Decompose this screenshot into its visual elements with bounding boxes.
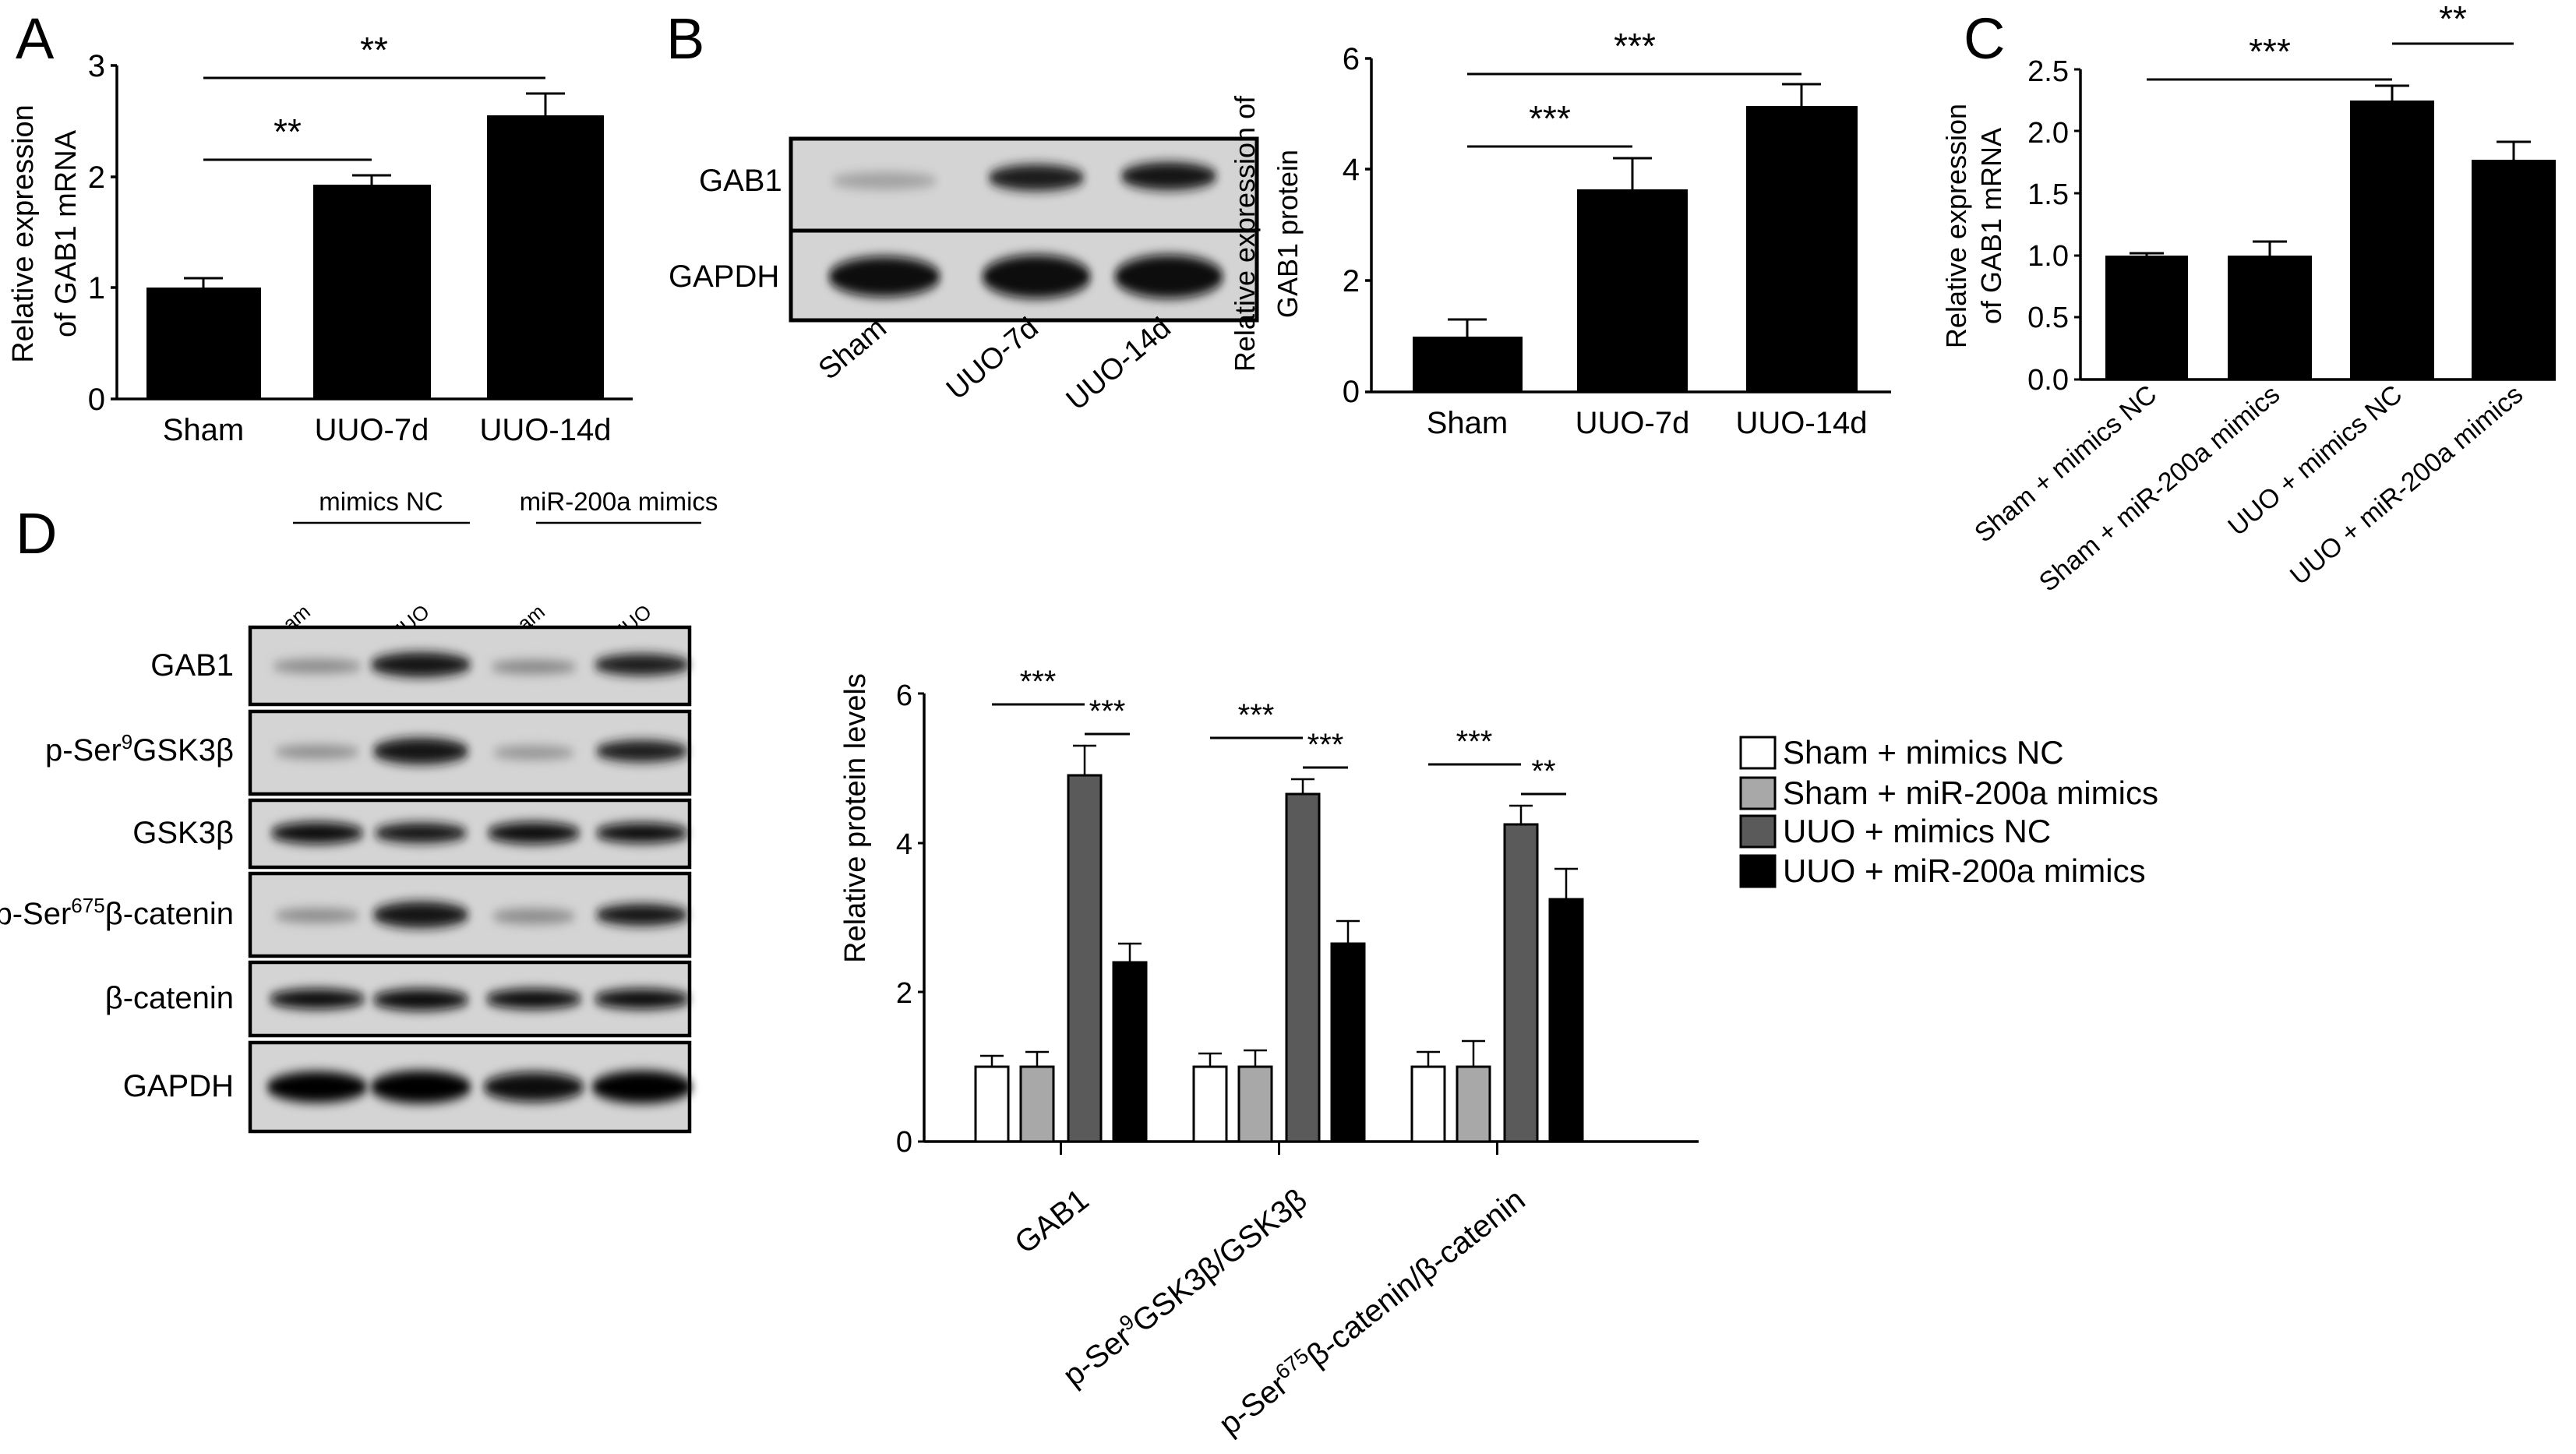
svg-text:B: B [666,6,704,71]
svg-text:GAB1 protein: GAB1 protein [1272,150,1304,318]
svg-text:Relative expression: Relative expression [7,104,40,363]
svg-text:***: *** [2249,31,2291,72]
svg-text:***: *** [1529,98,1571,139]
svg-text:p-Ser675β-catenin: p-Ser675β-catenin [0,894,234,931]
svg-text:**: ** [273,111,302,152]
svg-text:**: ** [1531,754,1555,789]
svg-text:***: *** [1614,26,1656,66]
svg-text:Sham: Sham [1427,406,1509,440]
svg-text:p-Ser9GSK3β: p-Ser9GSK3β [45,730,234,768]
svg-text:2: 2 [88,161,105,195]
svg-text:2: 2 [896,977,912,1010]
svg-text:UUO-14d: UUO-14d [480,413,612,447]
svg-text:UUO-14d: UUO-14d [1736,406,1868,440]
svg-text:GAPDH: GAPDH [669,259,779,294]
svg-text:A: A [16,6,55,71]
svg-text:***: *** [1307,728,1344,762]
svg-text:0.0: 0.0 [2027,364,2069,397]
svg-text:2: 2 [1343,264,1360,298]
svg-text:4: 4 [1343,153,1360,187]
svg-text:1.5: 1.5 [2027,178,2069,211]
svg-text:Relative expression: Relative expression [1940,104,1972,348]
svg-text:1: 1 [88,271,105,305]
svg-text:1.0: 1.0 [2027,240,2069,273]
svg-text:***: *** [1020,665,1057,699]
svg-text:Sham + miR-200a mimics: Sham + miR-200a mimics [1783,775,2158,811]
svg-text:UUO + miR-200a mimics: UUO + miR-200a mimics [1783,852,2146,889]
svg-text:***: *** [1456,725,1493,759]
svg-text:0: 0 [88,383,105,417]
svg-text:UUO-7d: UUO-7d [1576,406,1690,440]
svg-text:3: 3 [88,49,105,83]
svg-text:GAB1: GAB1 [150,648,234,683]
svg-text:Relative expression of: Relative expression of [1229,95,1261,372]
svg-text:Sham: Sham [163,413,245,447]
svg-text:6: 6 [896,679,912,712]
svg-text:UUO-7d: UUO-7d [315,413,429,447]
svg-text:UUO + mimics NC: UUO + mimics NC [1783,813,2051,849]
svg-text:**: ** [2439,0,2467,39]
svg-text:GSK3β: GSK3β [132,816,234,850]
svg-text:GAPDH: GAPDH [123,1069,234,1103]
svg-text:0: 0 [1343,375,1360,409]
svg-text:β-catenin: β-catenin [105,981,234,1015]
svg-text:GAB1: GAB1 [699,164,782,198]
svg-text:2.5: 2.5 [2027,55,2069,88]
svg-text:miR-200a mimics: miR-200a mimics [520,487,718,516]
svg-text:4: 4 [896,828,912,861]
svg-text:**: ** [360,30,388,70]
svg-text:mimics NC: mimics NC [319,487,443,516]
svg-text:of GAB1 mRNA: of GAB1 mRNA [50,129,83,337]
svg-text:D: D [16,501,57,566]
svg-text:of GAB1 mRNA: of GAB1 mRNA [1975,128,2007,324]
svg-text:***: *** [1089,694,1126,729]
svg-text:Sham + mimics NC: Sham + mimics NC [1783,734,2064,771]
svg-text:***: *** [1238,698,1275,732]
svg-text:Relative protein levels: Relative protein levels [839,673,872,963]
svg-text:2.0: 2.0 [2027,117,2069,150]
svg-text:6: 6 [1343,42,1360,76]
svg-text:0.5: 0.5 [2027,302,2069,334]
svg-text:0: 0 [896,1126,912,1159]
svg-text:C: C [1964,6,2005,71]
